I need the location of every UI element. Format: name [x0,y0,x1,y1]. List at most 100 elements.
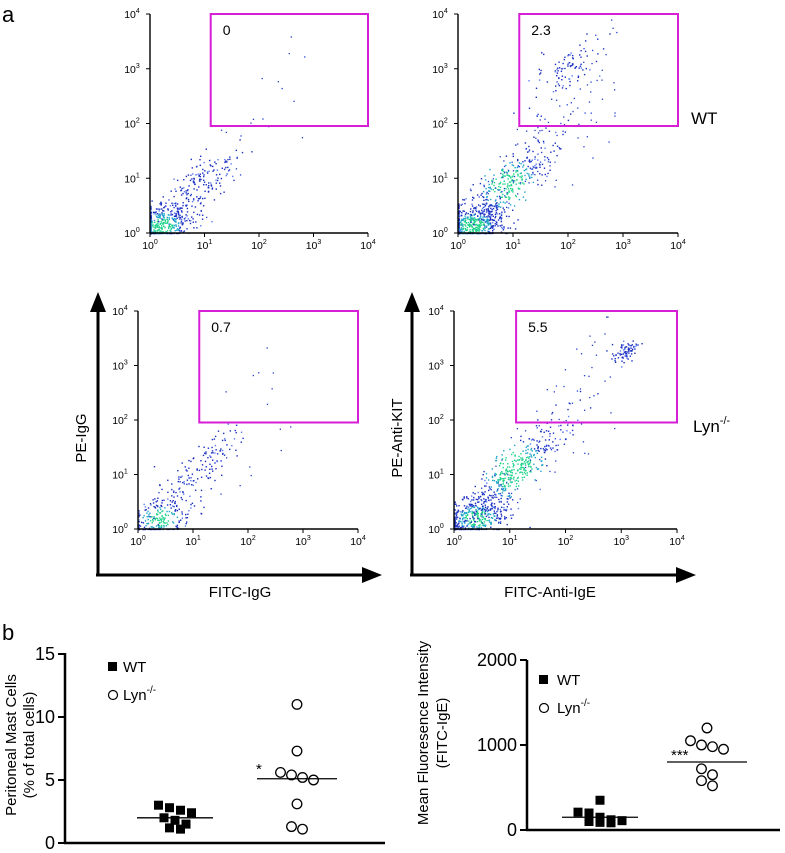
flow-event [200,225,202,227]
flow-event [466,496,468,498]
flow-event [634,348,636,350]
flow-event [550,449,553,451]
flow-event [481,219,484,221]
flow-event [521,476,524,479]
flow-event [192,484,194,486]
flow-event [534,165,536,167]
flow-event [200,155,202,157]
flow-event [504,196,507,198]
flow-event [541,129,543,132]
flow-event [507,183,509,185]
flow-event [153,516,155,518]
flow-event [472,222,475,224]
data-point-wt [165,803,174,813]
flow-event [227,423,229,425]
flow-event [507,503,510,505]
flow-event [461,218,463,220]
flow-event [163,213,165,215]
flow-event [469,229,471,231]
flow-event [491,496,493,499]
flow-event [501,217,503,219]
y-tick-label: 1000 [477,735,517,755]
flow-event [514,194,517,197]
flow-event [149,512,151,514]
flow-event [561,79,563,81]
flow-event [459,231,461,233]
flow-event [580,353,583,355]
flow-event [498,484,500,486]
flow-x-tick-label: 100 [446,535,462,548]
flow-event [470,208,472,210]
flow-event [490,503,492,506]
flow-event [467,511,470,513]
flow-event [461,230,463,232]
flow-event [203,175,205,178]
flow-event [215,468,217,470]
flow-event [505,196,508,198]
flow-event [484,499,487,501]
flow-event [586,136,588,138]
flow-event [458,211,460,214]
flow-event [551,98,553,100]
flow-event [507,192,509,195]
flow-event [529,526,531,529]
flow-event [202,172,204,174]
flow-event [183,230,186,232]
flow-event [529,167,532,169]
flow-event [171,501,173,503]
flow-event [507,170,510,173]
flow-event [482,211,484,213]
flow-event [165,202,167,204]
flow-event [576,390,579,392]
b-left-legend-lyn-base: Lyn [123,687,147,704]
flow-event [158,215,161,217]
flow-event [483,223,485,225]
flow-event [621,366,623,368]
flow-event [556,154,558,157]
flow-event [500,191,502,193]
gate-percent: 0 [223,22,231,38]
flow-event [202,168,204,171]
flow-event [633,346,635,348]
flow-event [176,495,179,497]
flow-event [458,206,460,209]
flow-x-tick-label: 103 [615,239,631,252]
flow-event [552,447,554,449]
flow-event [513,468,515,471]
flow-event [584,409,586,411]
flow-event [506,506,508,508]
flow-event [196,468,198,470]
flow-event [177,214,180,216]
flow-event [476,514,478,516]
flow-event [473,496,475,499]
flow-event [457,526,459,528]
b-left-ylabel-line1: Peritoneal Mast Cells [3,674,20,816]
flow-event [192,181,194,183]
flow-event [517,463,519,465]
flow-event [518,198,521,201]
flow-event [543,449,545,451]
flow-event [511,469,513,472]
flow-event [175,525,177,528]
flow-event [472,228,475,230]
flow-event [138,519,140,521]
flow-event [155,517,157,519]
flow-event [203,174,205,176]
flow-event [472,506,474,508]
flow-event [187,218,190,220]
flow-event [494,200,497,202]
flow-event [469,508,471,510]
flow-event [454,516,456,519]
flow-event [497,517,499,519]
flow-event [476,521,479,523]
flow-event [475,209,477,211]
flow-event [519,176,521,178]
flow-event [151,516,153,518]
flow-event [549,161,551,163]
flow-event [164,226,166,229]
flow-event [556,449,558,451]
flow-event [471,505,473,507]
flow-event [164,220,167,222]
flow-event [490,188,492,190]
flow-event [163,219,165,221]
